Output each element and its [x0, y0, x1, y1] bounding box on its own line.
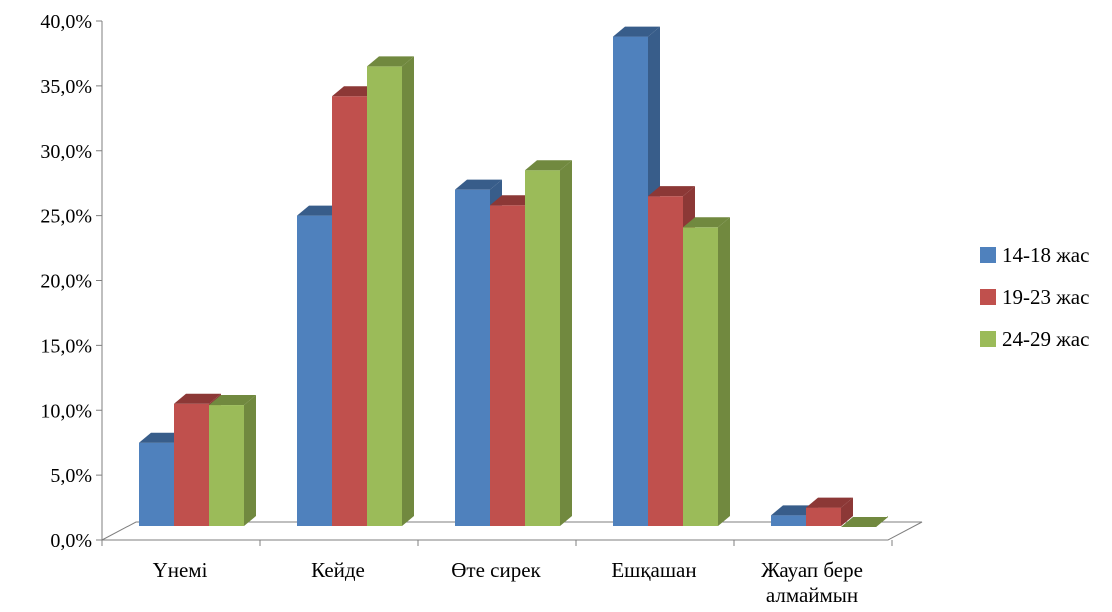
bar-front — [683, 227, 718, 527]
y-tick-label: 10,0% — [40, 400, 92, 422]
floor-outline — [101, 521, 923, 541]
bar — [841, 516, 888, 528]
bar-side — [718, 217, 730, 527]
bar-front — [367, 66, 402, 526]
y-tick-label: 35,0% — [40, 76, 92, 98]
bar-top — [367, 56, 414, 67]
bar-top — [648, 186, 695, 197]
legend-label: 14-18 жас — [1002, 243, 1089, 267]
bar-front — [771, 515, 806, 526]
bar-top — [613, 26, 660, 37]
chart-floor — [101, 521, 923, 541]
bar-top — [525, 160, 572, 171]
bar — [525, 160, 572, 526]
legend-label: 19-23 жас — [1002, 285, 1089, 309]
bar-front — [806, 507, 841, 526]
bar — [209, 395, 256, 526]
bar-side — [560, 160, 572, 526]
x-tick-label: Үнемі — [153, 558, 208, 582]
bar-top — [455, 179, 502, 190]
y-tick-label: 25,0% — [40, 206, 92, 228]
bar-front — [174, 403, 209, 526]
bar-front — [297, 215, 332, 526]
legend: 14-18 жас 19-23 жас 24-29 жас — [980, 243, 1089, 351]
bar — [648, 186, 695, 526]
bar-front — [613, 36, 648, 526]
y-tick-label: 30,0% — [40, 141, 92, 163]
bar-front — [490, 205, 525, 526]
y-tick-label: 20,0% — [40, 271, 92, 293]
y-tick-label: 40,0% — [40, 11, 92, 33]
bar-side — [841, 497, 853, 526]
legend-swatch — [980, 289, 996, 305]
x-tick-label: Кейде — [311, 558, 365, 582]
x-tick-label: Өте сирек — [451, 558, 541, 582]
bar-side — [244, 395, 256, 526]
bar-front — [648, 196, 683, 526]
x-tick-label: Ешқашан — [611, 558, 696, 582]
y-tick-label: 0,0% — [50, 530, 92, 552]
bar-front — [455, 189, 490, 527]
legend-swatch — [980, 247, 996, 263]
bar-top — [209, 395, 256, 406]
bar-top — [841, 517, 888, 528]
bar-front — [525, 170, 560, 526]
bar-top — [806, 497, 853, 508]
bar-front — [332, 96, 367, 526]
bar — [806, 497, 853, 526]
y-tick-label: 15,0% — [40, 335, 92, 357]
bar-top — [683, 217, 730, 228]
y-axis: 0,0% 5,0% 10,0% 15,0% 20,0% 25,0% 30,0% 35,0% 40… — [40, 11, 893, 552]
bar-top — [174, 393, 221, 404]
x-tick-label: Жауап бере алмаймын — [761, 558, 863, 607]
bar-front — [209, 405, 244, 526]
bar-side — [402, 56, 414, 526]
y-tick-label: 5,0% — [50, 465, 92, 487]
legend-label: 24-29 жас — [1002, 327, 1089, 351]
bar — [683, 217, 730, 527]
bar-front — [139, 442, 174, 526]
bar — [367, 56, 414, 526]
legend-swatch — [980, 331, 996, 347]
bars — [139, 26, 888, 528]
x-axis-labels: Үнемі Кейде Өте сирек Ешқашан Жауап бере алма… — [153, 558, 863, 607]
